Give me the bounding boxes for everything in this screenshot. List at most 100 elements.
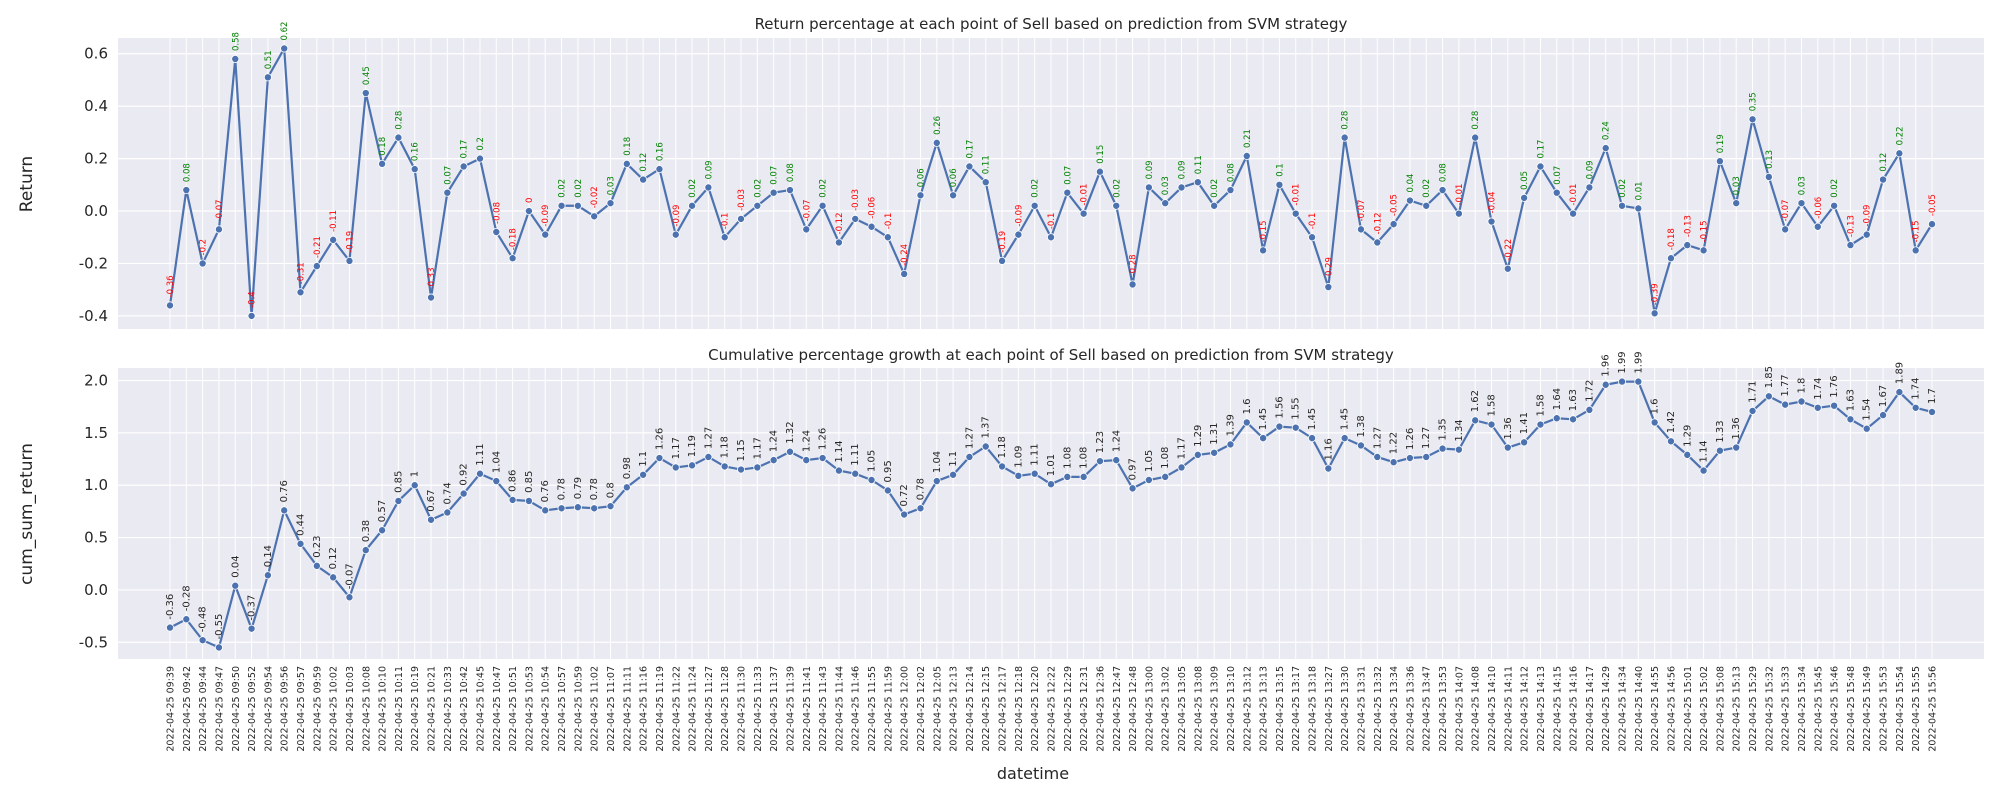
cumulative-value-label: 0.92 [459, 463, 470, 485]
return-point [1356, 225, 1365, 234]
return-value-label: 0.51 [264, 50, 274, 69]
cumulative-point [1781, 400, 1790, 409]
return-value-label: -0.04 [1488, 192, 1498, 214]
cumulative-value-label: 1.16 [1323, 438, 1334, 460]
cumulative-value-label: 1.71 [1748, 381, 1759, 403]
cumulative-point [263, 571, 272, 580]
return-point [1226, 186, 1235, 195]
return-point [916, 191, 925, 200]
cumulative-value-label: 0.23 [312, 536, 323, 558]
cumulative-y-tick-label: 2.0 [84, 372, 108, 390]
cumulative-point [1520, 438, 1529, 447]
return-point [785, 186, 794, 195]
x-tick-label: 2022-04-25 11:24 [688, 666, 699, 752]
cumulative-point [312, 561, 321, 570]
cumulative-point [247, 624, 256, 633]
cumulative-points [165, 377, 1937, 652]
x-tick-label: 2022-04-25 14:08 [1471, 666, 1482, 752]
cumulative-point [916, 504, 925, 513]
cumulative-value-label: -0.28 [181, 585, 192, 611]
x-tick-label: 2022-04-25 15:56 [1928, 666, 1939, 752]
x-tick-label: 2022-04-25 10:10 [378, 666, 389, 752]
return-point [720, 233, 729, 242]
cumulative-value-label: 1.74 [1813, 378, 1824, 400]
x-tick-label: 2022-04-25 09:39 [166, 666, 177, 752]
return-value-label: -0.01 [1569, 184, 1579, 206]
cumulative-value-label: 1.58 [1535, 394, 1546, 416]
return-point [834, 238, 843, 247]
return-point [231, 54, 240, 63]
return-value-label: 0.09 [1178, 160, 1188, 179]
cumulative-value-label: 1.24 [1111, 430, 1122, 452]
return-point [1422, 201, 1431, 210]
return-point [410, 165, 419, 174]
x-tick-label: 2022-04-25 12:02 [916, 666, 927, 752]
return-value-label: -0.09 [541, 205, 551, 227]
cumulative-y-tick-label: 0.0 [84, 581, 108, 599]
cumulative-point [1291, 423, 1300, 432]
return-point [818, 201, 827, 210]
cumulative-value-label: 1.26 [818, 428, 829, 450]
x-tick-label: 2022-04-25 15:49 [1862, 666, 1873, 752]
cumulative-value-label: 0.44 [296, 514, 307, 536]
cumulative-point [1487, 420, 1496, 429]
return-point [492, 227, 501, 236]
return-point [900, 269, 909, 278]
cumulative-point [639, 470, 648, 479]
return-point [182, 186, 191, 195]
x-tick-label: 2022-04-25 15:01 [1683, 666, 1694, 752]
cumulative-value-label: 1.58 [1487, 394, 1498, 416]
x-tick-label: 2022-04-25 10:51 [508, 666, 519, 752]
return-point [1781, 225, 1790, 234]
x-tick-label: 2022-04-25 13:12 [1242, 666, 1253, 752]
return-point [345, 256, 354, 265]
cumulative-point [1193, 450, 1202, 459]
return-value-label: 0.17 [965, 140, 975, 159]
return-point [769, 188, 778, 197]
cumulative-point [573, 503, 582, 512]
return-value-label: 0.08 [1439, 163, 1449, 182]
cumulative-point [492, 477, 501, 486]
cumulative-value-label: 0.98 [622, 457, 633, 479]
return-value-label: -0.15 [1700, 220, 1710, 242]
cumulative-value-label: 1 [410, 471, 421, 477]
return-value-label: 0.08 [786, 163, 796, 182]
cumulative-point [851, 469, 860, 478]
x-tick-label: 2022-04-25 14:12 [1520, 666, 1531, 752]
cumulative-point [1014, 471, 1023, 480]
cumulative-point [1830, 401, 1839, 410]
return-value-label: 0.02 [753, 179, 763, 198]
return-value-labels: -0.360.08-0.2-0.070.58-0.40.510.62-0.31-… [166, 22, 1938, 308]
x-tick-label: 2022-04-25 10:53 [524, 666, 535, 752]
return-point [1650, 309, 1659, 318]
cumulative-point [1389, 458, 1398, 467]
cumulative-point [296, 539, 305, 548]
x-tick-label: 2022-04-25 13:31 [1357, 666, 1368, 752]
return-point [1340, 133, 1349, 142]
cumulative-value-label: 1.56 [1274, 396, 1285, 418]
cumulative-point [165, 623, 174, 632]
cumulative-value-label: 1.8 [1797, 378, 1808, 394]
return-point [361, 89, 370, 98]
return-value-label: -0.05 [1928, 194, 1938, 216]
datetime-x-ticks: 2022-04-25 09:39 2022-04-25 09:42 2022-04-… [166, 666, 1939, 752]
cumulative-point [508, 495, 517, 504]
cumulative-value-label: 1.89 [1894, 362, 1905, 384]
x-tick-label: 2022-04-25 12:29 [1063, 666, 1074, 752]
cumulative-point [1112, 456, 1121, 465]
return-value-label: -0.03 [851, 189, 861, 211]
cumulative-point [606, 502, 615, 511]
return-point [1487, 217, 1496, 226]
cumulative-value-label: 1.01 [1046, 454, 1057, 476]
x-tick-label: 2022-04-25 13:05 [1177, 666, 1188, 752]
return-point [883, 233, 892, 242]
return-value-label: 0.35 [1749, 92, 1759, 111]
x-tick-label: 2022-04-25 14:34 [1618, 666, 1629, 752]
cumulative-point [1748, 406, 1757, 415]
return-value-label: -0.24 [900, 244, 910, 266]
cumulative-value-label: 0.86 [508, 470, 519, 492]
x-tick-label: 2022-04-25 10:02 [329, 666, 340, 752]
return-value-label: -0.15 [1259, 220, 1269, 242]
x-tick-label: 2022-04-25 12:22 [1047, 666, 1058, 752]
